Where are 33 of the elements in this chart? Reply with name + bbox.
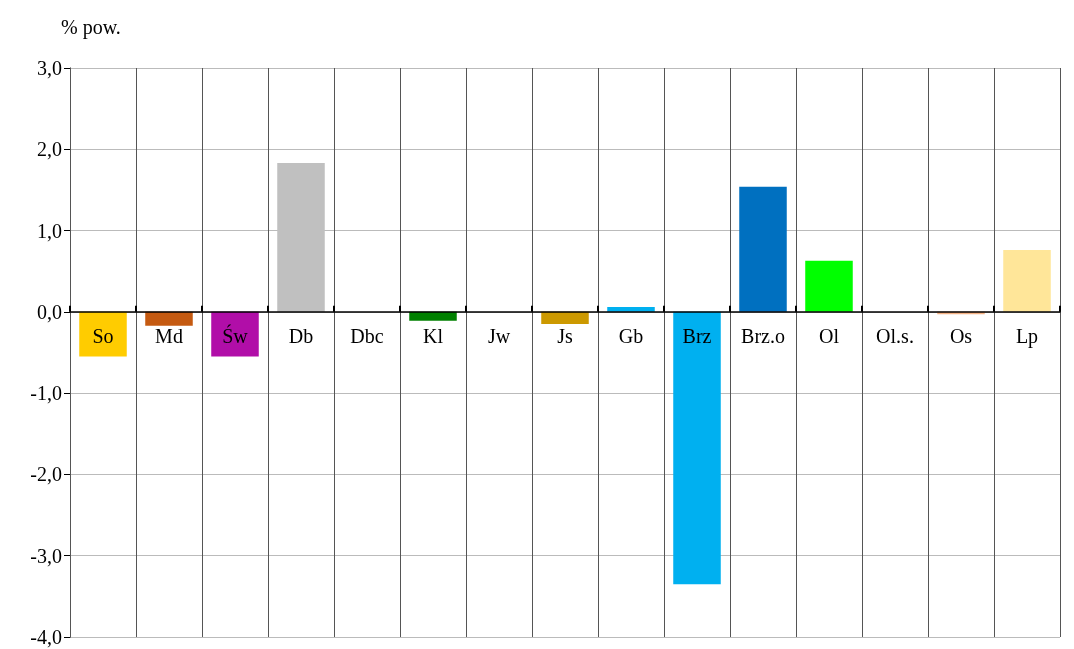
bar xyxy=(145,311,193,326)
x-tick-label: Ol.s. xyxy=(876,324,914,347)
x-tick-label: Js xyxy=(557,324,573,347)
y-tick-label: 0,0 xyxy=(37,300,62,323)
y-tick-label: -3,0 xyxy=(30,544,62,567)
x-tick-label: Ol xyxy=(819,324,840,347)
bar xyxy=(211,311,259,357)
x-tick-label: So xyxy=(92,324,114,347)
y-tick-label: -4,0 xyxy=(30,626,62,648)
x-tick-label: Dbc xyxy=(350,324,384,347)
x-tick-label: Brz xyxy=(682,324,712,347)
y-tick-label: 2,0 xyxy=(37,138,62,161)
y-tick-label: -1,0 xyxy=(30,382,62,405)
x-tick-label: Db xyxy=(288,324,314,347)
bar xyxy=(1003,250,1051,312)
y-axis-title: % pow. xyxy=(61,16,121,39)
bar xyxy=(79,311,127,357)
bar xyxy=(673,311,721,585)
x-tick-label: Brz.o xyxy=(741,324,785,347)
x-tick-label: Lp xyxy=(1015,324,1039,348)
y-tick-label: 3,0 xyxy=(37,57,62,79)
bar xyxy=(739,186,787,312)
y-tick-label: 1,0 xyxy=(37,219,62,242)
x-tick-label: Os xyxy=(949,324,973,347)
y-tick-label: -2,0 xyxy=(30,463,62,486)
x-tick-label: Św xyxy=(222,323,249,347)
bar xyxy=(805,260,853,312)
bar xyxy=(541,311,589,325)
x-tick-label: Jw xyxy=(487,324,511,347)
x-tick-label: Md xyxy=(155,324,183,347)
bar xyxy=(409,311,457,321)
x-tick-label: Kl xyxy=(423,324,444,347)
x-tick-label: Gb xyxy=(618,324,644,347)
